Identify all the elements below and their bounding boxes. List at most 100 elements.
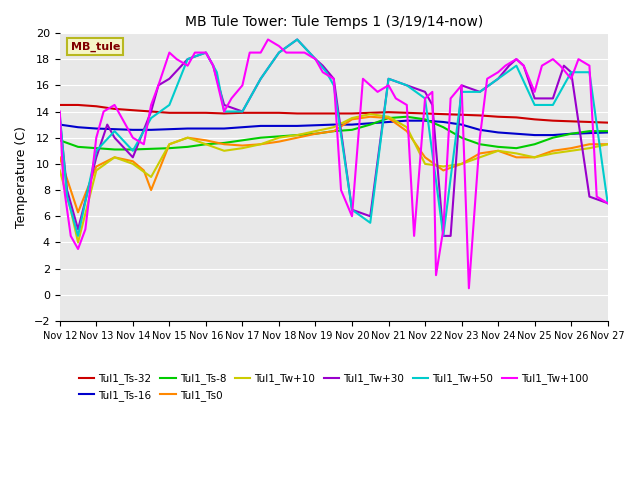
Tul1_Tw+50 xyxy=(275,50,283,56)
Tul1_Ts-8 xyxy=(421,117,429,122)
Tul1_Tw+50 xyxy=(92,148,100,154)
Tul1_Ts-16 xyxy=(312,122,319,128)
Tul1_Tw+50 xyxy=(476,89,484,95)
Tul1_Ts-16 xyxy=(56,122,63,128)
Tul1_Tw+50 xyxy=(458,89,465,95)
Tul1_Tw+10 xyxy=(586,145,593,151)
Tul1_Ts-8 xyxy=(330,128,337,134)
Tul1_Tw+10 xyxy=(458,161,465,167)
Tul1_Tw+30 xyxy=(166,76,173,82)
Tul1_Ts-8 xyxy=(166,145,173,151)
Tul1_Ts-8 xyxy=(604,128,612,134)
Tul1_Ts0 xyxy=(494,148,502,154)
Tul1_Tw+50 xyxy=(403,83,411,88)
Tul1_Ts-32 xyxy=(74,102,82,108)
Tul1_Tw+30 xyxy=(312,56,319,62)
Tul1_Tw+50 xyxy=(348,207,356,213)
Tul1_Tw+50 xyxy=(323,69,330,75)
Tul1_Ts-16 xyxy=(440,119,447,125)
Tul1_Ts0 xyxy=(140,168,148,173)
Tul1_Tw+30 xyxy=(476,89,484,95)
Tul1_Tw+100 xyxy=(465,286,473,291)
Tul1_Ts-32 xyxy=(184,110,191,116)
Tul1_Ts-32 xyxy=(531,117,538,122)
Tul1_Ts0 xyxy=(476,151,484,156)
Tul1_Ts-8 xyxy=(385,115,392,121)
Tul1_Ts-16 xyxy=(367,120,374,126)
Tul1_Tw+50 xyxy=(586,69,593,75)
Tul1_Ts-8 xyxy=(367,122,374,128)
Tul1_Ts0 xyxy=(348,117,356,122)
Tul1_Ts0 xyxy=(239,143,246,148)
Tul1_Tw+50 xyxy=(367,220,374,226)
Tul1_Ts-32 xyxy=(147,108,155,114)
Tul1_Ts0 xyxy=(385,115,392,121)
Tul1_Ts-8 xyxy=(476,141,484,147)
Tul1_Ts-8 xyxy=(458,135,465,141)
Tul1_Tw+10 xyxy=(166,141,173,147)
Tul1_Tw+30 xyxy=(385,76,392,82)
Tul1_Ts-16 xyxy=(257,123,264,129)
Tul1_Ts-16 xyxy=(494,130,502,135)
Tul1_Tw+10 xyxy=(74,240,82,245)
Tul1_Ts-32 xyxy=(220,110,228,116)
Tul1_Tw+30 xyxy=(209,63,217,69)
Line: Tul1_Ts-32: Tul1_Ts-32 xyxy=(60,105,608,122)
Tul1_Ts-8 xyxy=(494,144,502,150)
Tul1_Ts0 xyxy=(312,131,319,137)
Tul1_Ts-16 xyxy=(74,124,82,130)
Tul1_Ts-16 xyxy=(202,126,210,132)
Tul1_Tw+50 xyxy=(74,233,82,239)
Tul1_Ts-16 xyxy=(604,130,612,135)
Tul1_Tw+30 xyxy=(275,50,283,56)
Tul1_Ts-8 xyxy=(129,146,137,152)
Line: Tul1_Tw+30: Tul1_Tw+30 xyxy=(60,39,608,236)
Tul1_Tw+10 xyxy=(257,141,264,147)
Tul1_Ts-32 xyxy=(129,108,137,113)
Tul1_Ts-8 xyxy=(586,128,593,134)
Tul1_Ts-32 xyxy=(367,110,374,116)
Tul1_Ts-32 xyxy=(604,120,612,125)
Tul1_Ts0 xyxy=(67,187,75,193)
Tul1_Ts-16 xyxy=(293,123,301,129)
Tul1_Ts0 xyxy=(458,161,465,167)
Tul1_Tw+30 xyxy=(440,233,447,239)
Tul1_Ts-8 xyxy=(567,131,575,137)
Tul1_Ts-8 xyxy=(312,131,319,137)
Tul1_Ts-16 xyxy=(403,118,411,123)
Tul1_Tw+50 xyxy=(220,108,228,114)
Tul1_Tw+50 xyxy=(184,56,191,62)
Tul1_Tw+30 xyxy=(56,115,63,121)
Tul1_Ts-16 xyxy=(129,127,137,132)
Tul1_Tw+30 xyxy=(348,207,356,213)
Tul1_Ts-32 xyxy=(385,109,392,115)
Tul1_Tw+30 xyxy=(505,63,513,69)
Tul1_Ts-16 xyxy=(166,126,173,132)
Tul1_Ts-32 xyxy=(440,111,447,117)
Tul1_Tw+100 xyxy=(220,108,228,114)
Tul1_Ts-16 xyxy=(239,124,246,130)
Tul1_Tw+30 xyxy=(494,76,502,82)
Tul1_Ts-16 xyxy=(184,126,191,132)
Tul1_Ts-16 xyxy=(275,123,283,129)
Tul1_Tw+100 xyxy=(56,108,63,114)
Tul1_Ts-8 xyxy=(111,146,118,152)
Text: MB_tule: MB_tule xyxy=(71,42,120,52)
Tul1_Ts0 xyxy=(440,168,447,173)
Tul1_Ts-32 xyxy=(312,110,319,116)
Tul1_Ts0 xyxy=(74,209,82,215)
Tul1_Tw+30 xyxy=(220,102,228,108)
Tul1_Ts-32 xyxy=(293,110,301,116)
Tul1_Ts-16 xyxy=(531,132,538,138)
Tul1_Ts-8 xyxy=(257,135,264,141)
Tul1_Ts-16 xyxy=(220,126,228,132)
Tul1_Ts-16 xyxy=(385,119,392,125)
Tul1_Ts0 xyxy=(604,141,612,147)
Tul1_Tw+30 xyxy=(604,200,612,206)
Tul1_Ts-32 xyxy=(403,110,411,116)
Tul1_Ts-8 xyxy=(549,135,557,141)
Tul1_Tw+50 xyxy=(330,83,337,88)
Tul1_Ts-32 xyxy=(476,112,484,118)
Tul1_Tw+100 xyxy=(440,227,447,232)
Tul1_Tw+50 xyxy=(312,56,319,62)
